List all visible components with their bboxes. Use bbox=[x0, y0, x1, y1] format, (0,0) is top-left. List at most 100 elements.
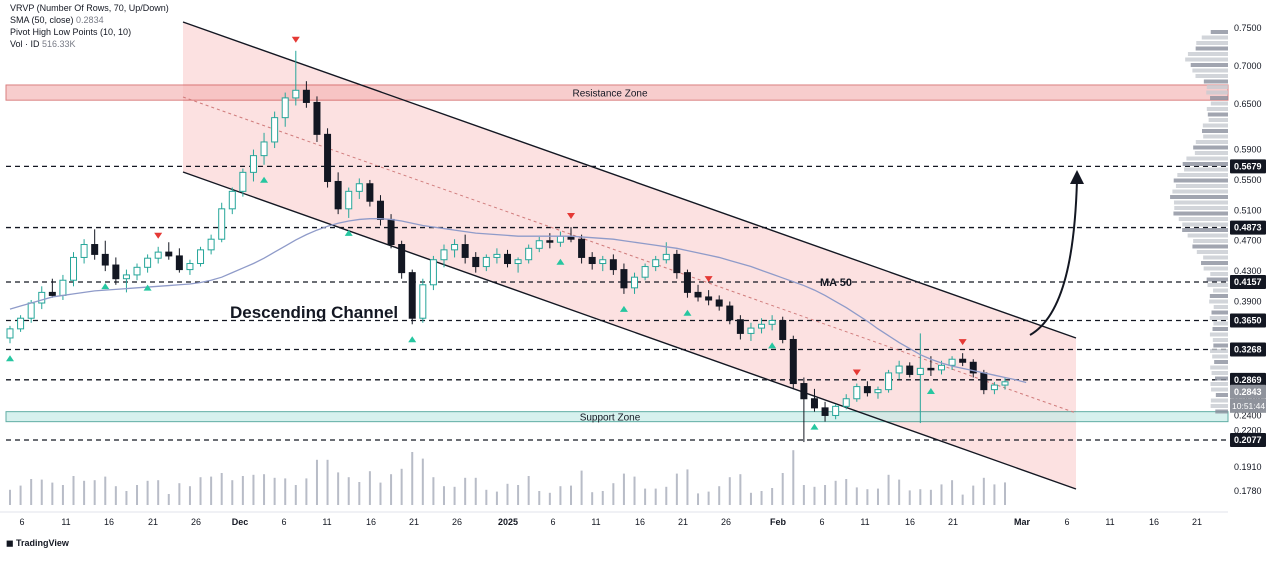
candle-body bbox=[260, 141, 268, 157]
volume-bar bbox=[390, 474, 393, 505]
price-badge bbox=[1230, 313, 1266, 328]
pivot-low-marker bbox=[810, 423, 819, 430]
volume-profile-bar bbox=[1209, 294, 1228, 298]
volume-profile-bar bbox=[1210, 349, 1228, 353]
candle-body bbox=[694, 291, 702, 298]
candle-body bbox=[48, 291, 56, 296]
volume-bar bbox=[622, 473, 625, 505]
candle-body bbox=[376, 200, 384, 220]
price-badge-label: 0.5679 bbox=[1234, 161, 1262, 171]
candle-body bbox=[197, 249, 205, 265]
x-tick-label: 21 bbox=[678, 517, 688, 527]
pivot-high-marker bbox=[154, 232, 163, 239]
volume-profile-bar bbox=[1210, 404, 1228, 408]
candle-body bbox=[133, 266, 141, 276]
pivot-low-marker bbox=[6, 355, 14, 362]
volume-bar bbox=[633, 476, 636, 505]
volume-bar bbox=[982, 477, 985, 505]
x-tick-label: 6 bbox=[550, 517, 555, 527]
x-tick-label: 11 bbox=[322, 517, 331, 527]
volume-profile-bar bbox=[1211, 310, 1228, 315]
y-tick-label: 0.4700 bbox=[1234, 236, 1262, 246]
candle-body bbox=[758, 323, 766, 329]
candle-body bbox=[271, 117, 279, 143]
candle-body bbox=[641, 266, 649, 278]
candle-body bbox=[927, 367, 935, 371]
volume-bar bbox=[421, 458, 424, 505]
price-badge-label: 0.2077 bbox=[1234, 435, 1262, 445]
countdown-badge bbox=[1230, 398, 1266, 413]
volume-bar bbox=[114, 486, 117, 505]
price-badge bbox=[1230, 372, 1266, 387]
zone-label: Resistance Zone bbox=[572, 89, 647, 100]
price-badge bbox=[1230, 159, 1266, 174]
volume-profile-bar bbox=[1174, 206, 1228, 210]
pivot-low-marker bbox=[101, 283, 110, 290]
pivot-low-marker bbox=[143, 284, 152, 291]
candle-body bbox=[514, 259, 522, 265]
legend-pivot: Pivot High Low Points (10, 10) bbox=[10, 27, 132, 37]
candle-body bbox=[609, 259, 617, 271]
volume-bar bbox=[51, 482, 54, 505]
price-badge bbox=[1230, 274, 1266, 289]
x-tick-label: 26 bbox=[191, 517, 201, 527]
volume-bar bbox=[157, 480, 160, 505]
volume-profile-bar bbox=[1209, 316, 1228, 320]
volume-profile-bar bbox=[1196, 41, 1228, 45]
volume-bar bbox=[305, 478, 308, 505]
volume-bar bbox=[273, 477, 276, 505]
candle-body bbox=[38, 291, 46, 304]
candle-body bbox=[800, 383, 808, 400]
volume-bar bbox=[442, 486, 445, 505]
volume-bar bbox=[845, 479, 848, 505]
price-badge-label: 0.2869 bbox=[1234, 375, 1262, 385]
x-tick-label: Feb bbox=[770, 517, 787, 527]
volume-profile-bar bbox=[1208, 118, 1228, 122]
volume-profile-bar bbox=[1173, 200, 1228, 205]
x-tick-label: 21 bbox=[409, 517, 419, 527]
candle-body bbox=[535, 240, 543, 249]
volume-profile-bar bbox=[1214, 376, 1228, 381]
volume-bar bbox=[61, 485, 64, 505]
volume-bar bbox=[93, 480, 96, 505]
volume-profile-bar bbox=[1196, 250, 1228, 254]
pivot-low-marker bbox=[556, 258, 565, 265]
zone-support bbox=[5, 411, 1229, 423]
y-tick-label: 0.5100 bbox=[1234, 205, 1262, 215]
volume-profile-bar bbox=[1185, 57, 1228, 62]
candle-body bbox=[599, 259, 607, 265]
x-tick-label: 16 bbox=[366, 517, 376, 527]
candle-body bbox=[218, 208, 226, 240]
volume-bar bbox=[241, 476, 244, 505]
volume-profile-bar bbox=[1215, 409, 1228, 414]
volume-profile-bar bbox=[1190, 63, 1228, 67]
volume-bar bbox=[231, 480, 234, 505]
volume-bar bbox=[898, 479, 901, 505]
candle-body bbox=[916, 367, 924, 375]
candle-body bbox=[779, 319, 787, 340]
candle-body bbox=[715, 299, 723, 307]
volume-bar bbox=[866, 489, 869, 505]
x-tick-label: 26 bbox=[721, 517, 731, 527]
volume-profile-bar bbox=[1210, 101, 1228, 106]
volume-bar bbox=[263, 474, 266, 505]
candle-body bbox=[292, 89, 300, 99]
volume-bar bbox=[464, 477, 467, 505]
legend-volume: Vol · ID 516.33K bbox=[10, 39, 76, 49]
volume-bar bbox=[771, 488, 774, 505]
volume-profile-bar bbox=[1182, 162, 1228, 166]
volume-bar bbox=[400, 468, 403, 505]
volume-bar bbox=[506, 483, 509, 505]
volume-profile-bar bbox=[1193, 239, 1228, 243]
channel-label: Descending Channel bbox=[230, 303, 398, 322]
x-tick-label: 21 bbox=[948, 517, 958, 527]
volume-bar bbox=[813, 486, 816, 505]
volume-profile-bar bbox=[1195, 74, 1228, 78]
candle-body bbox=[334, 180, 342, 210]
volume-bar bbox=[601, 491, 604, 505]
volume-bar bbox=[19, 485, 22, 505]
tradingview-logo[interactable]: ◼ TradingView bbox=[6, 538, 69, 548]
candle-body bbox=[504, 253, 511, 265]
